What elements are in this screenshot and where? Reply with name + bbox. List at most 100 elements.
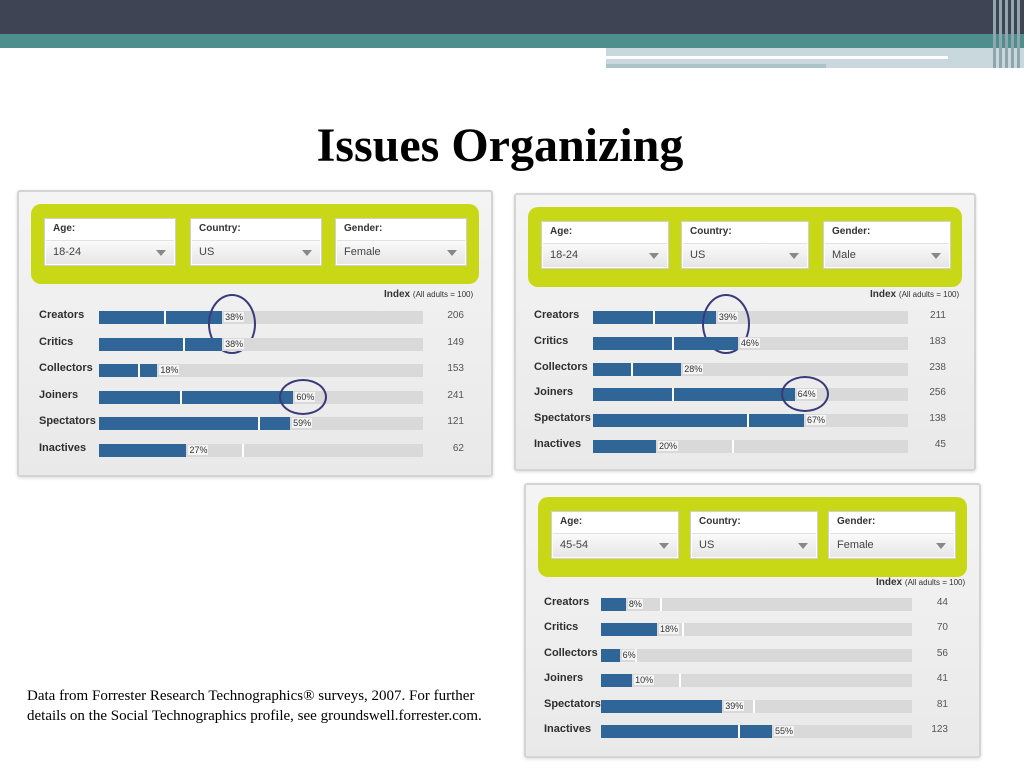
category-label: Inactives [544, 723, 592, 735]
bar [601, 699, 723, 713]
reference-marker [671, 388, 674, 402]
filter-age-select[interactable]: Age: 45-54 [551, 511, 679, 559]
filter-country-select[interactable]: Country: US [681, 221, 809, 269]
header-band-dark [0, 0, 1024, 34]
index-label: Index [384, 289, 413, 300]
reference-marker [183, 337, 186, 351]
chevron-down-icon [659, 543, 669, 549]
category-label: Creators [544, 596, 590, 608]
reference-marker [753, 699, 756, 713]
filter-label: Country: [690, 226, 732, 237]
index-value: 44 [936, 597, 948, 608]
bar-value-label: 8% [627, 599, 643, 609]
chevron-down-icon [156, 250, 166, 256]
reference-marker [652, 311, 655, 324]
bar [601, 623, 657, 637]
bar-row: Joiners 10% 41 [526, 669, 979, 689]
bar-row: Inactives 20% 45 [516, 435, 974, 455]
filter-label: Gender: [832, 226, 871, 237]
bar-track: 8% [601, 598, 912, 611]
index-value: 206 [447, 310, 464, 321]
bar-row: Collectors 6% 56 [526, 644, 979, 664]
filter-bar: Age: 45-54 Country: US Gender: Female [538, 497, 967, 577]
reference-marker [681, 623, 684, 637]
category-label: Critics [39, 335, 74, 348]
index-value: 123 [931, 724, 948, 735]
index-value: 81 [936, 698, 948, 710]
bar [99, 417, 291, 431]
bar-track: 18% [601, 623, 912, 637]
bar-value-label: 55% [774, 726, 795, 736]
filter-country-select[interactable]: Country: US [190, 218, 322, 266]
bar-value-label: 18% [658, 624, 679, 635]
index-value: 41 [936, 673, 948, 685]
source-footnote: Data from Forrester Research Technograph… [27, 688, 482, 724]
bar-track: 39% [593, 311, 908, 324]
bar [99, 390, 294, 404]
bar-value-label: 59% [292, 418, 313, 429]
bar-value-label: 46% [739, 337, 760, 348]
index-value: 121 [447, 416, 464, 428]
bar-track: 38% [99, 337, 423, 351]
filter-value: Female [830, 533, 954, 557]
category-label: Joiners [534, 386, 574, 399]
index-value: 138 [929, 413, 946, 425]
category-label: Collectors [544, 646, 598, 659]
filter-age-select[interactable]: Age: 18-24 [44, 218, 176, 266]
bar-row: Collectors 28% 238 [516, 358, 974, 378]
category-label: Spectators [544, 697, 601, 710]
reference-marker [731, 440, 734, 453]
highlight-circle [701, 294, 750, 354]
bar [593, 336, 738, 350]
bar-value-label: 18% [159, 365, 180, 376]
bar-row: Spectators 59% 121 [19, 412, 491, 432]
filter-bar: Age: 18-24 Country: US Gender: Female [31, 204, 479, 284]
bar [601, 598, 626, 611]
highlight-circle [780, 376, 829, 413]
reference-marker [163, 311, 166, 324]
reference-marker [137, 364, 140, 378]
index-value: 241 [447, 389, 464, 401]
chevron-down-icon [302, 250, 312, 256]
filter-gender-select[interactable]: Gender: Female [335, 218, 467, 266]
reference-marker [671, 336, 674, 350]
index-value: 153 [447, 363, 464, 375]
bar [593, 388, 795, 402]
chart-panel-female-18-24: Age: 18-24 Country: US Gender: Female Index (A… [17, 190, 493, 477]
bar-track: 28% [593, 362, 908, 376]
chart-panel-female-45-54: Age: 45-54 Country: US Gender: Female Index (A… [524, 483, 981, 758]
bar-row: Inactives 27% 62 [19, 439, 491, 459]
category-label: Spectators [534, 412, 591, 425]
filter-gender-select[interactable]: Gender: Male [823, 221, 951, 269]
bar-row: Inactives 55% 123 [526, 720, 979, 740]
bar-value-label: 27% [188, 445, 209, 455]
chevron-down-icon [931, 253, 941, 259]
bar [99, 311, 223, 324]
header-band-line-2 [606, 64, 826, 68]
filter-age-select[interactable]: Age: 18-24 [541, 221, 669, 269]
chevron-down-icon [936, 543, 946, 549]
chevron-down-icon [649, 253, 659, 259]
reference-marker [737, 725, 740, 738]
bar-row: Spectators 67% 138 [516, 409, 974, 429]
bar-value-label: 28% [683, 363, 704, 374]
bar-track: 6% [601, 648, 912, 662]
filter-value: 18-24 [46, 240, 174, 264]
filter-label: Age: [53, 223, 76, 234]
highlight-circle [279, 378, 328, 415]
category-label: Inactives [39, 442, 87, 454]
filter-country-select[interactable]: Country: US [690, 511, 818, 559]
filter-label: Age: [550, 226, 573, 237]
bar-value-label: 67% [806, 415, 827, 426]
index-header: Index (All adults = 100) [876, 577, 965, 588]
index-header: Index (All adults = 100) [870, 289, 959, 300]
filter-value: US [692, 533, 816, 557]
bar-row: Critics 46% 183 [516, 332, 974, 352]
bar-row: Creators 39% 211 [516, 294, 974, 354]
index-value: 45 [934, 439, 946, 450]
filter-gender-select[interactable]: Gender: Female [828, 511, 956, 559]
filter-value: Male [825, 243, 949, 267]
bar-row: Creators 38% 206 [19, 294, 491, 354]
category-label: Inactives [534, 438, 582, 450]
filter-label: Age: [560, 516, 583, 527]
